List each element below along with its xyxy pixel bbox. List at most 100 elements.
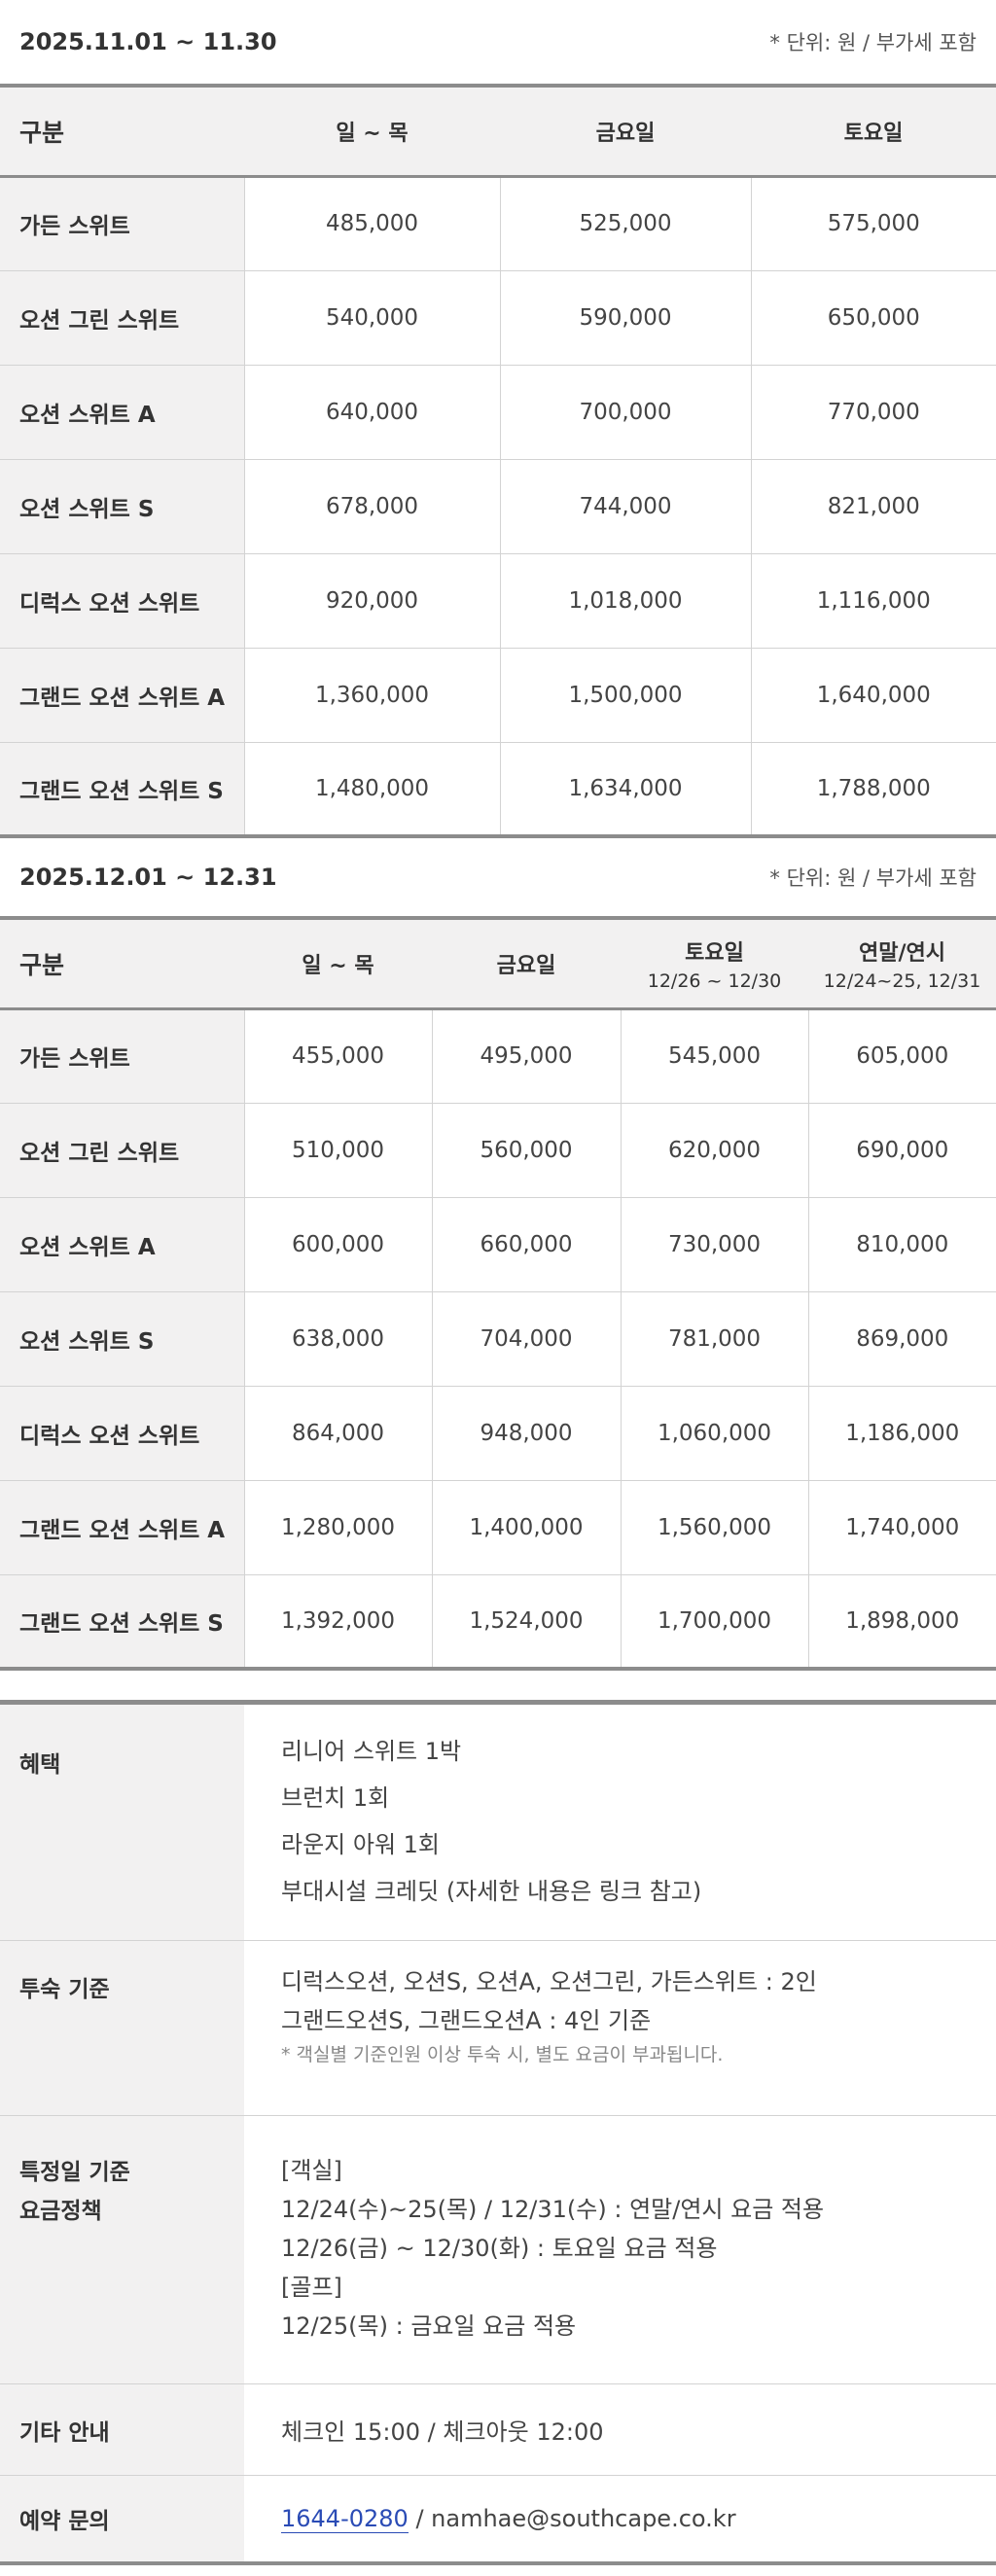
table-header-row: 구분 일 ~ 목 금요일 토요일 [0,86,996,178]
occupancy-item: 그랜드오션S, 그랜드오션A : 4인 기준 [281,2007,652,2034]
info-label: 기타 안내 [0,2383,244,2476]
info-row-contact: 예약 문의 1644-0280 / namhae@southcape.co.kr [0,2475,996,2563]
info-label: 투숙 기준 [0,1940,244,2116]
info-content: 리니어 스위트 1박 브런치 1회 라운지 아워 1회 부대시설 크레딧 (자세… [244,1702,996,1941]
column-subheader: 12/26 ~ 12/30 [647,970,782,992]
price-cell: 730,000 [620,1197,808,1292]
room-name: 그랜드 오션 스위트 A [0,1480,244,1575]
info-row-special-rates: 특정일 기준 요금정책 [객실] 12/24(수)~25(목) / 12/31(… [0,2115,996,2384]
room-name: 디럭스 오션 스위트 [0,1386,244,1481]
column-header: 연말/연시 12/24~25, 12/31 [808,918,996,1010]
room-name: 디럭스 오션 스위트 [0,553,244,649]
price-cell: 678,000 [243,459,500,554]
room-name: 오션 그린 스위트 [0,270,244,366]
price-cell: 1,634,000 [499,742,751,836]
column-header: 구분 [0,918,244,1010]
package-info-table: 혜택 리니어 스위트 1박 브런치 1회 라운지 아워 1회 부대시설 크레딧 … [0,1700,996,2565]
price-cell: 545,000 [620,1008,808,1104]
price-cell: 540,000 [243,270,500,366]
table-row: 가든 스위트 485,000 525,000 575,000 [0,176,996,271]
price-cell: 869,000 [807,1291,996,1387]
benefit-item: 브런치 1회 [281,1784,390,1812]
room-name: 오션 스위트 A [0,365,244,460]
price-cell: 485,000 [243,176,500,271]
table-row: 오션 스위트 S 638,000 704,000 781,000 869,000 [0,1291,996,1387]
table-row: 디럭스 오션 스위트 920,000 1,018,000 1,116,000 [0,553,996,649]
price-cell: 590,000 [499,270,751,366]
phone-link[interactable]: 1644-0280 [281,2504,409,2533]
column-header: 토요일 [751,86,996,178]
column-subheader: 12/24~25, 12/31 [823,970,981,992]
december-header: 2025.12.01 ~ 12.31 * 단위: 원 / 부가세 포함 [0,838,996,916]
price-cell: 1,788,000 [750,742,996,836]
room-name: 그랜드 오션 스위트 S [0,742,244,836]
special-rate-item: 12/26(금) ~ 12/30(화) : 토요일 요금 적용 [281,2235,718,2262]
price-cell: 1,400,000 [431,1480,621,1575]
room-name: 오션 스위트 S [0,1291,244,1387]
special-rate-item: 12/24(수)~25(목) / 12/31(수) : 연말/연시 요금 적용 [281,2196,825,2223]
price-cell: 600,000 [243,1197,432,1292]
price-cell: 455,000 [243,1008,432,1104]
info-label-line: 요금정책 [19,2199,102,2224]
info-label-line: 특정일 기준 [19,2160,130,2185]
column-header: 일 ~ 목 [244,918,432,1010]
info-row-occupancy: 투숙 기준 디럭스오션, 오션S, 오션A, 오션그린, 가든스위트 : 2인 … [0,1940,996,2116]
price-cell: 864,000 [243,1386,432,1481]
november-unit-note: * 단위: 원 / 부가세 포함 [769,31,977,54]
benefit-item: 라운지 아워 1회 [281,1831,441,1858]
table-row: 가든 스위트 455,000 495,000 545,000 605,000 [0,1008,996,1104]
november-period: 2025.11.01 ~ 11.30 [19,28,277,55]
occupancy-note: * 객실별 기준인원 이상 투숙 시, 별도 요금이 부과됩니다. [281,2044,724,2065]
price-cell: 510,000 [243,1103,432,1198]
section-gap [0,1671,996,1700]
room-name: 가든 스위트 [0,176,244,271]
november-rate-table: 구분 일 ~ 목 금요일 토요일 가든 스위트 485,000 525,000 … [0,84,996,838]
price-cell: 1,480,000 [243,742,500,836]
price-cell: 620,000 [620,1103,808,1198]
column-header: 토요일 12/26 ~ 12/30 [621,918,808,1010]
price-cell: 1,500,000 [499,648,751,743]
price-cell: 948,000 [431,1386,621,1481]
november-header: 2025.11.01 ~ 11.30 * 단위: 원 / 부가세 포함 [0,0,996,84]
column-header: 금요일 [500,86,751,178]
table-row: 오션 스위트 A 640,000 700,000 770,000 [0,365,996,460]
price-cell: 640,000 [243,365,500,460]
price-cell: 1,116,000 [750,553,996,649]
december-period: 2025.12.01 ~ 12.31 [19,864,277,891]
price-cell: 495,000 [431,1008,621,1104]
price-cell: 560,000 [431,1103,621,1198]
price-cell: 920,000 [243,553,500,649]
room-name: 가든 스위트 [0,1008,244,1104]
room-name: 오션 스위트 A [0,1197,244,1292]
contact-email: namhae@southcape.co.kr [431,2504,736,2532]
price-cell: 821,000 [750,459,996,554]
column-header: 구분 [0,86,244,178]
info-row-other: 기타 안내 체크인 15:00 / 체크아웃 12:00 [0,2383,996,2476]
info-label: 혜택 [0,1702,244,1941]
december-rate-table: 구분 일 ~ 목 금요일 토요일 12/26 ~ 12/30 연말/연시 12/24… [0,916,996,1671]
price-cell: 575,000 [750,176,996,271]
price-cell: 638,000 [243,1291,432,1387]
price-cell: 1,560,000 [620,1480,808,1575]
room-name: 그랜드 오션 스위트 S [0,1574,244,1669]
benefit-item: 리니어 스위트 1박 [281,1738,462,1765]
info-content: [객실] 12/24(수)~25(목) / 12/31(수) : 연말/연시 요… [244,2115,996,2384]
table-row: 오션 스위트 S 678,000 744,000 821,000 [0,459,996,554]
price-cell: 605,000 [807,1008,996,1104]
column-header: 금요일 [432,918,621,1010]
room-name: 오션 스위트 S [0,459,244,554]
table-row: 그랜드 오션 스위트 S 1,480,000 1,634,000 1,788,0… [0,742,996,836]
info-label: 특정일 기준 요금정책 [0,2115,244,2384]
price-cell: 781,000 [620,1291,808,1387]
occupancy-item: 디럭스오션, 오션S, 오션A, 오션그린, 가든스위트 : 2인 [281,1968,817,1995]
table-row: 그랜드 오션 스위트 A 1,360,000 1,500,000 1,640,0… [0,648,996,743]
price-cell: 1,898,000 [807,1574,996,1669]
price-cell: 650,000 [750,270,996,366]
special-rate-item: 12/25(목) : 금요일 요금 적용 [281,2312,577,2340]
price-cell: 1,186,000 [807,1386,996,1481]
room-name: 그랜드 오션 스위트 A [0,648,244,743]
table-row: 그랜드 오션 스위트 A 1,280,000 1,400,000 1,560,0… [0,1480,996,1575]
room-name: 오션 그린 스위트 [0,1103,244,1198]
price-cell: 810,000 [807,1197,996,1292]
